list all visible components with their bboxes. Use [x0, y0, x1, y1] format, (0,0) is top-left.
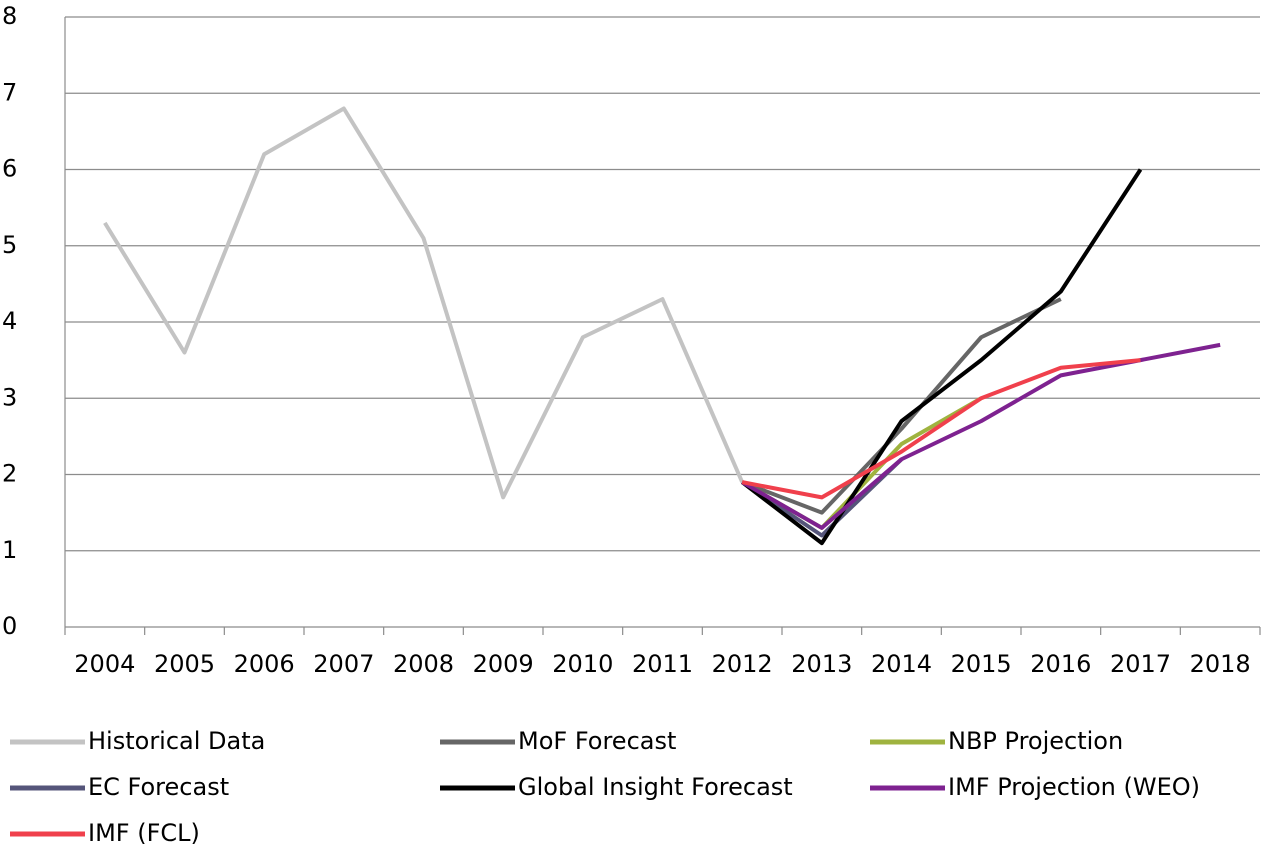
y-tick-label: 5: [2, 231, 17, 259]
x-tick-label: 2015: [951, 650, 1012, 678]
x-tick-label: 2004: [74, 650, 135, 678]
x-tick-label: 2016: [1030, 650, 1091, 678]
series-line: [741, 297, 1062, 515]
y-tick-label: 7: [2, 78, 17, 106]
x-tick-label: 2017: [1110, 650, 1171, 678]
legend-label: Historical Data: [88, 727, 265, 755]
series-line: [103, 106, 745, 500]
legend-label: Global Insight Forecast: [518, 773, 793, 801]
y-tick-label: 2: [2, 460, 17, 488]
x-tick-label: 2006: [234, 650, 295, 678]
legend-label: NBP Projection: [948, 727, 1123, 755]
series-line: [741, 358, 1141, 500]
x-tick-label: 2008: [393, 650, 454, 678]
legend-label: MoF Forecast: [518, 727, 676, 755]
y-tick-label: 6: [2, 155, 17, 183]
x-tick-label: 2009: [473, 650, 534, 678]
x-tick-label: 2013: [791, 650, 852, 678]
y-tick-label: 4: [2, 307, 17, 335]
x-tick-label: 2010: [552, 650, 613, 678]
y-tick-label: 3: [2, 383, 17, 411]
legend-label: IMF (FCL): [88, 819, 200, 847]
x-tick-label: 2011: [632, 650, 693, 678]
x-tick-label: 2018: [1190, 650, 1251, 678]
y-tick-label: 8: [2, 2, 17, 30]
x-tick-label: 2007: [313, 650, 374, 678]
x-tick-label: 2012: [712, 650, 773, 678]
x-tick-label: 2014: [871, 650, 932, 678]
legend-label: IMF Projection (WEO): [948, 773, 1200, 801]
series-line: [740, 168, 1143, 546]
x-tick-label: 2005: [154, 650, 215, 678]
y-tick-label: 0: [2, 612, 17, 640]
legend-label: EC Forecast: [88, 773, 229, 801]
series-line: [741, 342, 1221, 530]
y-tick-label: 1: [2, 536, 17, 564]
